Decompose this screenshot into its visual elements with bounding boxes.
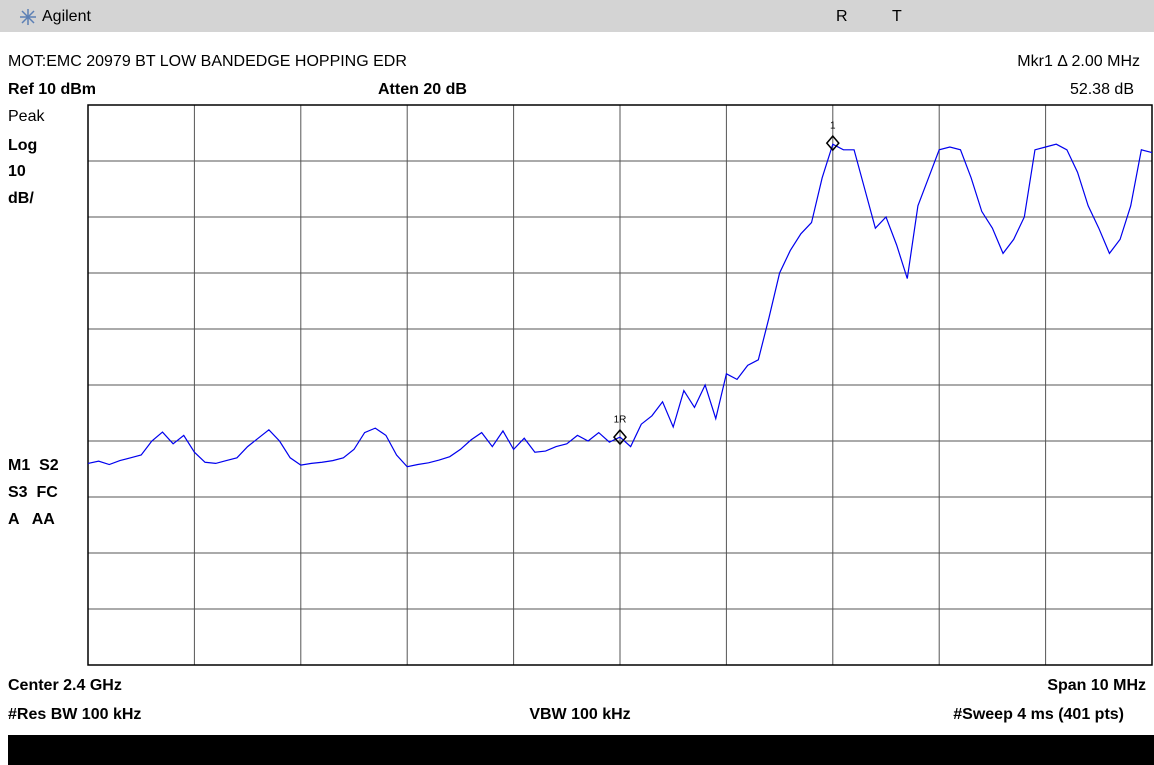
- side-label: dB/: [8, 190, 34, 207]
- indicator: R: [836, 8, 848, 25]
- marker: [825, 134, 840, 152]
- plot-frame: [87, 104, 1153, 666]
- top-bar: [0, 0, 1154, 32]
- indicator: T: [892, 8, 902, 25]
- title: MOT:EMC 20979 BT LOW BANDEDGE HOPPING ED…: [8, 53, 407, 70]
- marker-delta: 52.38 dB: [1070, 81, 1134, 98]
- agilent-logo: [20, 9, 36, 25]
- marker-readout: Mkr1 Δ 2.00 MHz: [1017, 53, 1140, 70]
- status-label: A AA: [8, 511, 55, 528]
- status-label: S3 FC: [8, 484, 58, 501]
- side-label: Log: [8, 137, 37, 154]
- side-label: 10: [8, 163, 26, 180]
- side-label: Peak: [8, 108, 45, 125]
- bottom-bar: [8, 735, 1154, 765]
- rbw-label: #Res BW 100 kHz: [8, 706, 141, 723]
- marker: [613, 428, 627, 446]
- marker-label: 1R: [614, 415, 627, 426]
- trace: [87, 143, 1153, 468]
- vbw-label: VBW 100 kHz: [529, 706, 630, 723]
- center-label: Center 2.4 GHz: [8, 677, 122, 694]
- atten-label: Atten 20 dB: [378, 81, 467, 98]
- marker-label: 1: [830, 121, 836, 132]
- brand: Agilent: [42, 8, 91, 25]
- span-label: Span 10 MHz: [1047, 677, 1146, 694]
- sweep-label: #Sweep 4 ms (401 pts): [953, 706, 1124, 723]
- ref-label: Ref 10 dBm: [8, 81, 96, 98]
- status-label: M1 S2: [8, 457, 59, 474]
